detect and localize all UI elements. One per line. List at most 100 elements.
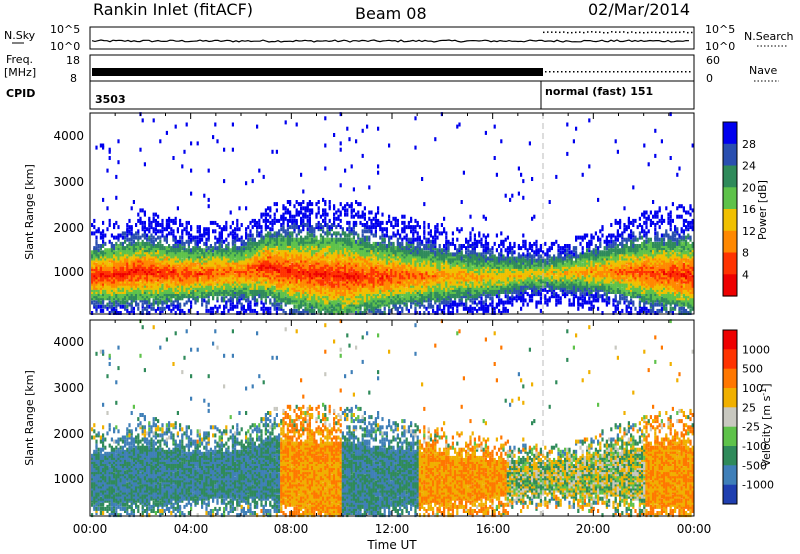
power-cell: [324, 116, 327, 121]
power-cell: [374, 214, 377, 219]
power-cell: [333, 300, 336, 305]
power-cell: [328, 244, 331, 248]
power-cell: [212, 296, 215, 301]
power-cell: [152, 252, 155, 257]
power-cell: [150, 267, 153, 271]
power-cell: [328, 227, 331, 232]
power-cell: [132, 233, 135, 238]
power-cell: [324, 300, 327, 305]
power-cell: [273, 269, 276, 274]
power-cell: [220, 279, 223, 284]
power-cell: [280, 298, 283, 303]
power-cell: [317, 241, 320, 246]
power-cell: [97, 281, 100, 286]
power-cell: [190, 290, 193, 294]
power-cell: [183, 241, 186, 246]
power-cell: [102, 258, 105, 263]
power-cell: [190, 227, 193, 232]
power-cell: [194, 252, 197, 257]
freq-trace-dot: [569, 71, 571, 73]
power-cell: [370, 260, 373, 265]
power-cell: [359, 241, 362, 246]
power-cell: [119, 252, 122, 257]
power-cell: [346, 269, 349, 274]
power-cell: [269, 285, 272, 290]
power-cell: [370, 298, 373, 303]
power-cell: [253, 283, 256, 288]
power-cell: [374, 298, 377, 303]
power-cell: [157, 258, 160, 263]
power-cell: [372, 252, 375, 257]
power-cell: [337, 244, 340, 248]
power-cell: [390, 279, 393, 284]
power-cell: [247, 239, 250, 244]
power-cell: [154, 264, 157, 269]
power-cell: [113, 264, 116, 269]
noise-search-dot: [651, 31, 653, 33]
power-cell: [271, 267, 274, 271]
power-cell: [344, 231, 347, 236]
power-cell: [190, 248, 193, 253]
power-cell: [302, 214, 305, 219]
power-cell: [223, 279, 226, 284]
power-cell: [201, 269, 204, 274]
power-cell: [115, 174, 118, 179]
power-cell: [163, 281, 166, 286]
power-cell: [198, 290, 201, 294]
power-cell: [337, 231, 340, 236]
power-cell: [366, 275, 369, 280]
power-cell: [273, 300, 276, 305]
power-cell: [385, 302, 388, 307]
power-cell: [117, 244, 120, 248]
power-cell: [390, 267, 393, 271]
power-cell: [297, 285, 300, 290]
power-cell: [313, 262, 316, 267]
power-cell: [304, 292, 307, 297]
power-cell: [225, 294, 228, 299]
power-cell: [223, 225, 226, 230]
power-cell: [146, 258, 149, 263]
power-cell: [146, 285, 149, 290]
power-cell: [302, 227, 305, 232]
power-cell: [348, 260, 351, 265]
power-cell: [328, 308, 331, 313]
power-cell: [95, 267, 98, 271]
power-cell: [121, 294, 124, 299]
power-cell: [119, 246, 122, 251]
power-cell: [335, 269, 338, 274]
power-cell: [300, 223, 303, 227]
power-cell: [234, 277, 237, 282]
power-cell: [130, 294, 133, 299]
power-cell: [339, 300, 342, 305]
power-cell: [234, 227, 237, 232]
power-cell: [333, 279, 336, 284]
power-cell: [280, 239, 283, 244]
power-cell: [372, 248, 375, 253]
power-cell: [341, 264, 344, 269]
power-cell: [242, 256, 245, 261]
power-cell: [295, 275, 298, 280]
power-cell: [311, 311, 314, 315]
power-cell: [236, 235, 239, 240]
power-cell: [280, 246, 283, 251]
power-cell: [93, 279, 96, 284]
power-cell: [271, 237, 274, 242]
power-cell: [216, 298, 219, 303]
noise-sky-trace: [91, 39, 690, 43]
power-cell: [289, 235, 292, 240]
power-cell: [161, 306, 164, 311]
power-cell: [350, 256, 353, 261]
power-cell: [130, 246, 133, 251]
power-cell: [304, 267, 307, 271]
power-cell: [194, 271, 197, 276]
power-cell: [253, 252, 256, 257]
power-cell: [348, 258, 351, 263]
power-cell: [326, 269, 329, 274]
power-cell: [324, 290, 327, 294]
power-cell: [377, 170, 380, 175]
power-cell: [194, 283, 197, 288]
power-cell: [194, 300, 197, 305]
power-cell: [176, 283, 179, 288]
power-cell: [113, 235, 116, 240]
power-cell: [368, 271, 371, 276]
